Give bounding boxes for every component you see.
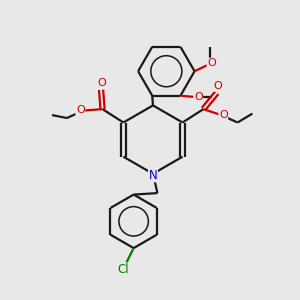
Text: O: O xyxy=(76,105,85,115)
Text: O: O xyxy=(194,92,203,102)
Text: O: O xyxy=(207,58,216,68)
Text: N: N xyxy=(148,169,157,182)
Text: Cl: Cl xyxy=(117,263,129,276)
Text: O: O xyxy=(213,81,222,91)
Text: O: O xyxy=(219,110,228,120)
Text: O: O xyxy=(97,78,106,88)
